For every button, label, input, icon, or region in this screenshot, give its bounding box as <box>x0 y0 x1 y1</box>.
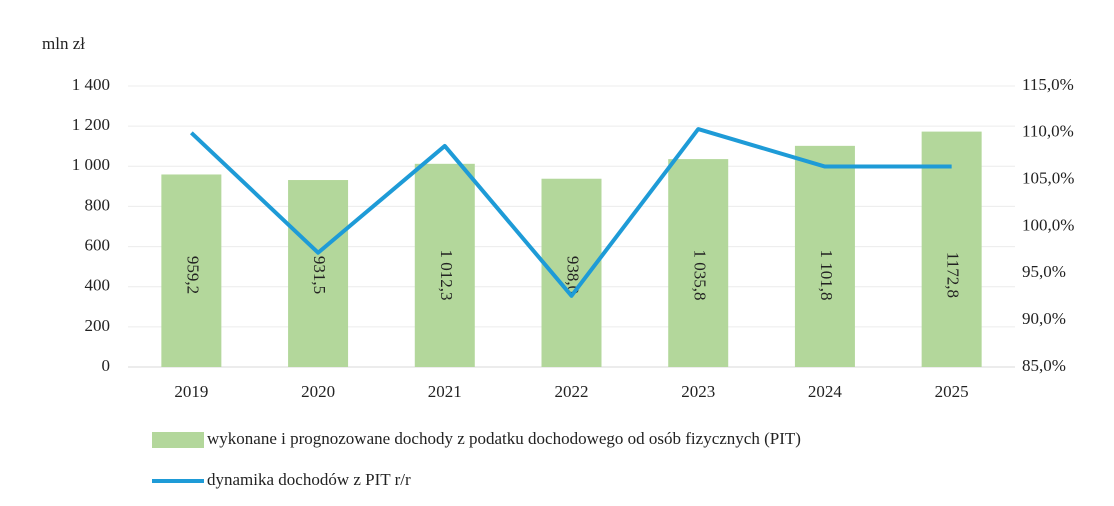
legend-swatch <box>152 432 204 448</box>
data-label: 959,2 <box>183 256 202 294</box>
legend-label: dynamika dochodów z PIT r/r <box>207 470 411 489</box>
y-tick-label: 1 200 <box>72 115 110 134</box>
y-tick-label: 200 <box>85 316 111 335</box>
bar <box>288 180 349 367</box>
y2-tick-label: 90,0% <box>1022 309 1066 328</box>
x-tick-label: 2024 <box>808 382 843 401</box>
y-tick-label: 0 <box>102 356 111 375</box>
x-tick-label: 2019 <box>174 382 208 401</box>
x-tick-label: 2023 <box>681 382 715 401</box>
y-tick-label: 1 000 <box>72 155 110 174</box>
line <box>189 127 952 298</box>
y2-tick-label: 105,0% <box>1022 169 1074 188</box>
data-label: 1172,8 <box>944 252 963 298</box>
data-label: 1 035,8 <box>690 250 709 301</box>
data-label: 931,5 <box>310 256 329 294</box>
legend-label: wykonane i prognozowane dochody z podatk… <box>207 429 801 448</box>
y2-tick-label: 115,0% <box>1022 75 1074 94</box>
y-tick-label: 800 <box>85 195 111 214</box>
y-tick-label: 400 <box>85 276 111 295</box>
y-tick-label: 600 <box>85 235 111 254</box>
data-label: 1 012,3 <box>437 250 456 301</box>
y2-tick-label: 95,0% <box>1022 262 1066 281</box>
bar <box>414 163 475 367</box>
bar <box>668 159 729 367</box>
bar <box>794 145 855 367</box>
bar <box>921 131 982 367</box>
x-tick-label: 2025 <box>935 382 969 401</box>
x-tick-label: 2021 <box>428 382 462 401</box>
x-tick-label: 2020 <box>301 382 335 401</box>
data-label: 1 101,8 <box>817 250 836 301</box>
y-tick-label: 1 400 <box>72 75 110 94</box>
bar <box>161 174 222 367</box>
y2-tick-label: 85,0% <box>1022 356 1066 375</box>
y2-tick-label: 100,0% <box>1022 215 1074 234</box>
x-tick-label: 2022 <box>555 382 589 401</box>
y2-tick-label: 110,0% <box>1022 122 1074 141</box>
y-axis-label: mln zł <box>42 34 85 53</box>
